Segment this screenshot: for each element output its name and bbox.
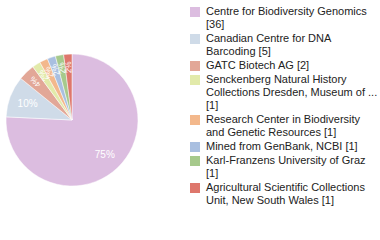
- legend-label: GATC Biotech AG [2]: [206, 59, 309, 71]
- slice-labels: 75%10%4%2%2%2%2%2%: [18, 61, 115, 160]
- legend-swatch: [190, 183, 200, 193]
- slice-label: 75%: [95, 149, 115, 160]
- legend-swatch: [190, 61, 200, 71]
- legend-entry: Canadian Centre for DNA Barcoding [5]: [190, 32, 378, 58]
- legend-entry: Centre for Biodiversity Genomics [36]: [190, 5, 378, 31]
- legend-swatch: [190, 156, 200, 166]
- slice-label: 10%: [18, 98, 38, 109]
- legend-label: Agricultural Scientific Collections Unit…: [206, 181, 365, 206]
- legend-entry: Karl-Franzens University of Graz [1]: [190, 154, 378, 180]
- slice: [6, 54, 138, 186]
- slice-label: 2%: [64, 61, 74, 73]
- legend-entry: Agricultural Scientific Collections Unit…: [190, 181, 378, 207]
- legend-swatch: [190, 115, 200, 125]
- legend-entry: GATC Biotech AG [2]: [190, 59, 378, 72]
- pie-area: 75%10%4%2%2%2%2%2%: [0, 0, 190, 240]
- legend-label: Research Center in Biodiversity and Gene…: [206, 113, 360, 138]
- legend-swatch: [190, 34, 200, 44]
- legend-label: Karl-Franzens University of Graz [1]: [206, 154, 366, 179]
- legend-entry: Mined from GenBank, NCBI [1]: [190, 140, 378, 153]
- legend-swatch: [190, 75, 200, 85]
- legend-swatch: [190, 142, 200, 152]
- legend-label: Centre for Biodiversity Genomics [36]: [206, 5, 367, 30]
- legend-label: Canadian Centre for DNA Barcoding [5]: [206, 32, 331, 57]
- legend-swatch: [190, 7, 200, 17]
- legend-label: Senckenberg Natural History Collections …: [206, 73, 377, 111]
- chart: 75%10%4%2%2%2%2%2% Centre for Biodiversi…: [0, 0, 380, 240]
- legend-label: Mined from GenBank, NCBI [1]: [206, 140, 358, 152]
- legend-entry: Research Center in Biodiversity and Gene…: [190, 113, 378, 139]
- legend: Centre for Biodiversity Genomics [36]Can…: [190, 5, 378, 208]
- legend-entry: Senckenberg Natural History Collections …: [190, 73, 378, 112]
- slices: [6, 54, 138, 186]
